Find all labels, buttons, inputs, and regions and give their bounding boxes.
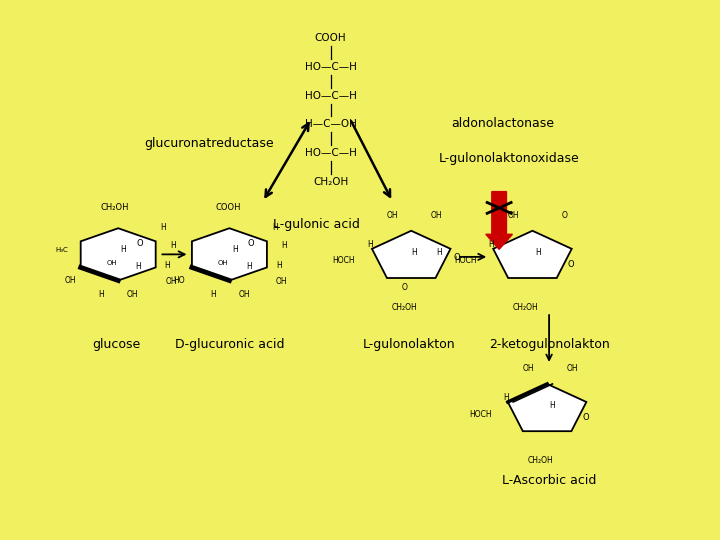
Text: O: O	[582, 413, 589, 422]
Text: H: H	[170, 241, 176, 250]
Text: O: O	[562, 211, 567, 220]
Text: L-gulonolakton: L-gulonolakton	[363, 338, 456, 351]
Text: OH: OH	[64, 276, 76, 285]
Text: H: H	[272, 223, 278, 232]
Text: H: H	[246, 262, 252, 272]
Text: H: H	[436, 248, 442, 258]
Text: H: H	[535, 248, 541, 258]
Text: H: H	[99, 290, 104, 299]
Text: COOH: COOH	[315, 33, 346, 43]
Text: H: H	[549, 401, 555, 409]
Text: CH₂OH: CH₂OH	[513, 302, 539, 312]
Text: H: H	[503, 393, 508, 402]
Text: OH: OH	[107, 260, 117, 266]
Text: H: H	[367, 240, 373, 249]
Text: glucose: glucose	[92, 338, 140, 351]
Polygon shape	[192, 228, 267, 280]
Text: L-gulonolaktonoxidase: L-gulonolaktonoxidase	[438, 152, 580, 165]
Text: O: O	[402, 282, 408, 292]
Text: H: H	[488, 240, 494, 249]
Text: H₃C: H₃C	[55, 247, 68, 253]
Text: H: H	[210, 290, 215, 299]
Text: OH: OH	[238, 290, 250, 299]
Text: H: H	[121, 245, 127, 254]
Text: OH: OH	[523, 364, 534, 373]
Polygon shape	[508, 384, 586, 431]
Text: H: H	[135, 262, 141, 272]
FancyArrow shape	[486, 192, 513, 249]
Text: H: H	[165, 261, 171, 270]
Text: HO—C—H: HO—C—H	[305, 62, 356, 72]
Text: H: H	[161, 223, 166, 232]
Text: HOCH: HOCH	[469, 409, 492, 418]
Text: OH: OH	[567, 364, 578, 373]
Text: OH: OH	[276, 278, 287, 287]
Text: H: H	[232, 245, 238, 254]
Text: O: O	[568, 260, 575, 269]
Text: L-gulonic acid: L-gulonic acid	[273, 218, 359, 231]
Text: HO—C—H: HO—C—H	[305, 91, 356, 100]
Text: O: O	[453, 253, 460, 262]
Text: HOCH: HOCH	[332, 256, 355, 265]
Text: CH₂OH: CH₂OH	[101, 203, 129, 212]
Text: 2-ketogulonolakton: 2-ketogulonolakton	[489, 338, 609, 351]
Text: H: H	[276, 261, 282, 270]
Polygon shape	[372, 231, 451, 278]
Text: OH: OH	[217, 260, 228, 266]
Text: HO: HO	[174, 276, 185, 285]
Text: H—C—OH: H—C—OH	[305, 119, 356, 129]
Text: O: O	[248, 239, 254, 248]
Text: H: H	[412, 248, 418, 258]
Text: HO—C—H: HO—C—H	[305, 148, 356, 158]
Text: aldonolactonase: aldonolactonase	[451, 117, 554, 130]
Text: H: H	[281, 241, 287, 250]
Text: OH: OH	[431, 211, 442, 220]
Text: L-Ascorbic acid: L-Ascorbic acid	[502, 474, 596, 487]
Text: OH: OH	[127, 290, 139, 299]
Text: O: O	[136, 239, 143, 248]
Text: COOH: COOH	[215, 203, 240, 212]
Text: CH₂OH: CH₂OH	[392, 302, 418, 312]
Polygon shape	[493, 231, 572, 278]
Text: CH₂OH: CH₂OH	[313, 177, 348, 186]
Polygon shape	[81, 228, 156, 280]
Text: OH: OH	[508, 211, 520, 220]
Text: CH₂OH: CH₂OH	[528, 456, 553, 465]
Text: OH: OH	[387, 211, 398, 220]
Text: HOCH: HOCH	[454, 256, 477, 265]
Text: D-glucuronic acid: D-glucuronic acid	[175, 338, 284, 351]
Text: glucuronatreductase: glucuronatreductase	[145, 137, 274, 150]
Text: OH: OH	[166, 278, 177, 287]
